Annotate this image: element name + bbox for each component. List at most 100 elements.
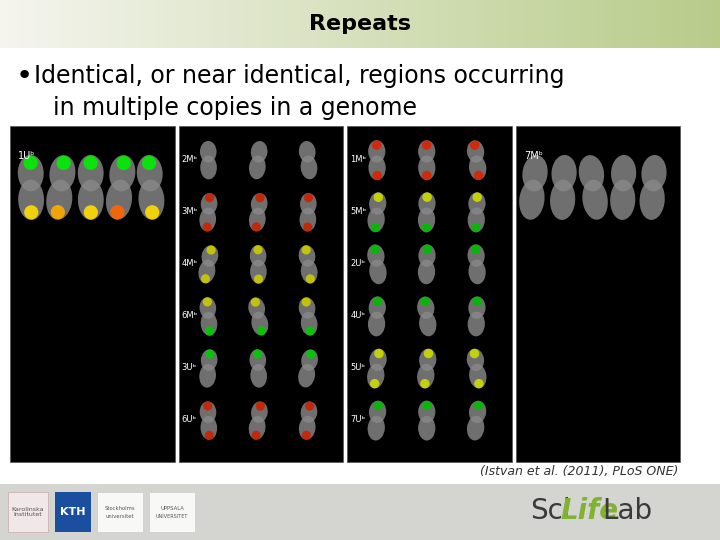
Ellipse shape [369,192,387,215]
Ellipse shape [204,431,214,440]
Text: 6Mᵇ: 6Mᵇ [181,312,198,320]
Text: 5Uᵇ: 5Uᵇ [351,363,365,373]
Ellipse shape [372,140,382,150]
Ellipse shape [302,298,311,307]
Ellipse shape [250,245,266,267]
Ellipse shape [301,156,318,179]
Ellipse shape [550,180,575,220]
Ellipse shape [301,401,318,423]
Ellipse shape [251,141,268,163]
Ellipse shape [253,349,262,359]
Text: UNIVERSITET: UNIVERSITET [156,514,188,518]
Ellipse shape [248,416,266,440]
Ellipse shape [138,180,164,220]
Ellipse shape [418,192,436,215]
Ellipse shape [249,349,266,371]
Ellipse shape [469,401,486,423]
Ellipse shape [202,245,218,267]
Ellipse shape [18,180,44,220]
Bar [347,126,511,462]
Ellipse shape [370,245,380,254]
Text: 5Mᵇ: 5Mᵇ [351,207,366,216]
Text: 4Uᵇ: 4Uᵇ [351,312,365,320]
Ellipse shape [418,416,436,441]
Ellipse shape [468,192,485,215]
Ellipse shape [253,245,263,254]
Ellipse shape [369,401,386,423]
Ellipse shape [468,207,485,232]
Ellipse shape [371,222,380,232]
Bar [516,126,680,462]
Ellipse shape [370,379,379,388]
Ellipse shape [417,363,434,388]
Ellipse shape [301,312,318,335]
Ellipse shape [203,401,212,410]
Ellipse shape [467,312,485,336]
Ellipse shape [207,246,216,254]
Ellipse shape [78,180,104,220]
Ellipse shape [423,245,432,254]
Text: Lab: Lab [602,497,652,525]
Ellipse shape [252,222,261,232]
Text: 7Mᵇ: 7Mᵇ [523,151,543,161]
Ellipse shape [250,260,266,284]
Ellipse shape [471,223,481,232]
Ellipse shape [254,274,263,284]
Ellipse shape [300,193,317,214]
Ellipse shape [299,416,315,440]
Ellipse shape [298,364,315,388]
Ellipse shape [418,207,435,232]
Text: KTH: KTH [60,507,86,517]
Ellipse shape [145,205,159,219]
Ellipse shape [251,193,268,214]
Ellipse shape [418,245,436,267]
Ellipse shape [201,274,210,284]
Text: 6Uᵇ: 6Uᵇ [181,415,197,424]
Ellipse shape [203,298,212,307]
Ellipse shape [374,401,383,410]
Text: •: • [16,62,33,90]
Text: in multiple copies in a genome: in multiple copies in a genome [53,96,417,120]
Ellipse shape [199,364,216,388]
Ellipse shape [110,205,125,219]
Ellipse shape [423,192,432,202]
Ellipse shape [251,401,268,423]
Ellipse shape [368,312,385,336]
Ellipse shape [468,296,485,319]
Ellipse shape [368,416,385,441]
Ellipse shape [472,192,482,202]
Text: 2Uᵇ: 2Uᵇ [351,259,365,268]
Text: 1Mᵇ: 1Mᵇ [351,155,366,164]
Ellipse shape [306,274,315,284]
Ellipse shape [369,349,387,371]
Ellipse shape [467,140,485,163]
Ellipse shape [205,193,214,202]
Bar [97,492,143,532]
Text: 3Mᵇ: 3Mᵇ [181,207,198,216]
Text: 2Mᵇ: 2Mᵇ [181,155,198,164]
Text: universitet: universitet [106,514,135,518]
Ellipse shape [469,349,480,359]
Ellipse shape [299,141,315,163]
Ellipse shape [367,245,384,267]
Ellipse shape [374,349,384,359]
Text: 1Uᵇ: 1Uᵇ [18,151,35,161]
Ellipse shape [199,207,216,232]
Ellipse shape [201,193,217,214]
Ellipse shape [639,180,665,220]
Ellipse shape [419,349,436,371]
Ellipse shape [420,379,430,388]
Text: 4Mᵇ: 4Mᵇ [181,259,198,268]
Bar [179,126,343,462]
Ellipse shape [472,296,482,306]
Ellipse shape [368,140,385,163]
Text: Karolinska
Institutet: Karolinska Institutet [12,507,44,517]
Text: Stockholms: Stockholms [104,505,135,510]
Ellipse shape [467,349,484,371]
Ellipse shape [418,140,436,163]
Ellipse shape [367,207,384,232]
Ellipse shape [422,171,431,180]
Ellipse shape [84,156,98,170]
Ellipse shape [201,349,217,371]
Ellipse shape [305,402,314,411]
